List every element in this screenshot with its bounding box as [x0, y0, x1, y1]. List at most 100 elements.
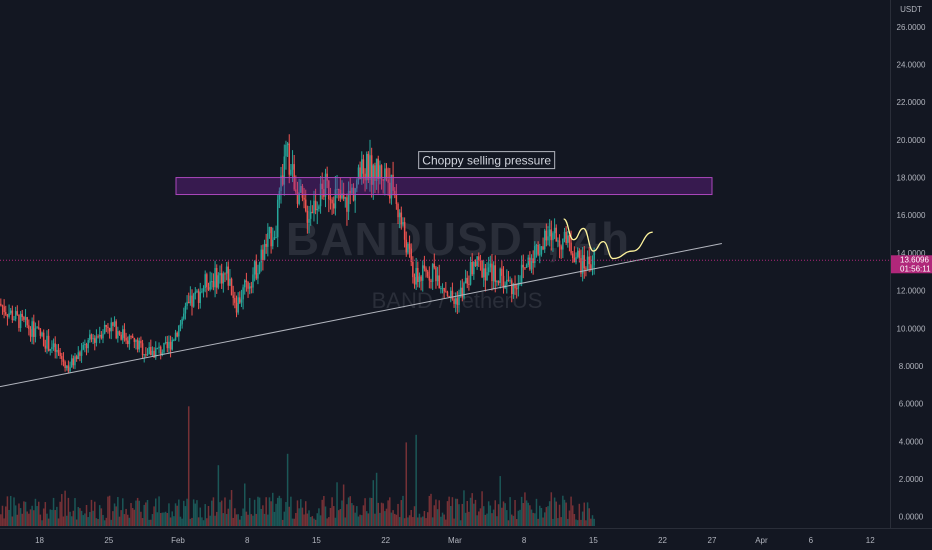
ascending-trendline[interactable]: [0, 243, 722, 388]
projection-curve[interactable]: [563, 218, 653, 260]
candle-body: [24, 317, 27, 320]
volume-bar: [481, 491, 483, 526]
volume-bar: [209, 515, 211, 526]
candle-body: [155, 348, 157, 358]
volume-bar: [344, 517, 347, 526]
candle-body: [158, 346, 160, 348]
volume-bar: [168, 503, 170, 526]
volume-bar: [187, 406, 190, 526]
volume-bar: [257, 496, 259, 526]
candle-body: [212, 281, 215, 288]
volume-bar: [161, 512, 164, 526]
candlesticks: [0, 134, 595, 374]
volume-bar: [458, 504, 460, 526]
volume-bar: [219, 502, 221, 526]
volume-bar: [211, 500, 213, 526]
volume-bar: [183, 500, 185, 526]
candle-body: [189, 295, 192, 304]
volume-bar: [352, 505, 355, 526]
volume-bar: [19, 508, 22, 526]
volume-bar: [46, 513, 48, 526]
candle-body: [502, 275, 505, 289]
candle-body: [328, 180, 330, 200]
volume-bar: [80, 510, 83, 526]
candle-body: [103, 324, 106, 334]
candle-body: [407, 243, 409, 253]
candle-body: [80, 349, 83, 356]
time-axis[interactable]: 18 25 Feb 8 15 22 Mar 8 15 22 27 Apr 6 12: [35, 536, 875, 545]
candle-body: [469, 262, 472, 285]
candle-body: [209, 281, 211, 290]
price-axis[interactable]: 26.0000 24.0000 22.0000 20.0000 18.0000 16.00…: [897, 23, 926, 522]
candle-body: [224, 273, 226, 275]
candle-body: [164, 342, 167, 344]
volume-bar: [588, 508, 590, 526]
candle-body: [115, 321, 117, 339]
candle-body: [581, 255, 584, 274]
volume-bar: [515, 519, 518, 526]
volume-bar: [499, 476, 501, 526]
candle-body: [255, 261, 258, 279]
candle-body: [248, 286, 251, 289]
price-tick-label: 24.0000: [897, 61, 926, 70]
volume-bar: [207, 505, 210, 526]
volume-bar: [304, 501, 307, 526]
date-tick-label: Mar: [448, 536, 462, 545]
volume-bar: [145, 502, 147, 526]
candle-body: [377, 158, 379, 180]
candle-body: [220, 273, 223, 284]
candle-body: [183, 313, 185, 319]
volume-bar: [166, 513, 169, 526]
volume-bar: [156, 512, 159, 526]
volume-bar: [74, 498, 76, 526]
candle-body: [85, 344, 88, 349]
candle-body: [446, 291, 449, 297]
volume-bar: [576, 520, 579, 526]
candle-body: [192, 294, 195, 307]
volume-bar: [69, 511, 71, 526]
volume-bar: [301, 507, 304, 526]
candle-body: [514, 283, 516, 289]
candle-body: [125, 337, 127, 341]
volume-bar: [524, 492, 526, 526]
annotation-label[interactable]: Choppy selling pressure: [418, 151, 556, 170]
date-tick-label: 27: [708, 536, 717, 545]
candle-body: [530, 258, 533, 270]
candle-body: [197, 290, 200, 303]
volume-bar: [405, 442, 408, 526]
volume-bar: [94, 501, 96, 526]
volume-bar: [140, 511, 142, 526]
candle-body: [402, 221, 404, 225]
candle-body: [303, 197, 305, 200]
volume-bar: [423, 510, 426, 526]
candle-body: [590, 264, 592, 270]
volume-bar: [146, 499, 149, 526]
volume-bar: [390, 512, 393, 526]
volume-bar: [227, 508, 230, 526]
candle-body: [489, 263, 492, 268]
candle-body: [558, 240, 561, 247]
volume-bar: [318, 508, 320, 526]
volume-bar: [248, 497, 251, 526]
candle-body: [398, 212, 401, 218]
volume-bar: [357, 516, 360, 526]
last-price-tag: 13.6096 01:56:11: [891, 255, 932, 274]
volume-bar: [479, 508, 482, 526]
volume-bar: [105, 517, 108, 526]
candle-body: [361, 159, 363, 180]
candle-body: [179, 324, 182, 326]
candle-body: [280, 175, 282, 192]
candle-body: [329, 199, 332, 201]
volume-bars: [0, 406, 595, 526]
volume-bar: [290, 496, 292, 526]
candle-body: [276, 199, 279, 238]
volume-bar: [461, 503, 464, 526]
candle-body: [545, 230, 548, 241]
resistance-zone[interactable]: [175, 177, 713, 196]
date-tick-label: Feb: [171, 536, 185, 545]
candle-body: [506, 279, 508, 285]
volume-bar: [426, 512, 429, 526]
candle-body: [547, 236, 549, 241]
